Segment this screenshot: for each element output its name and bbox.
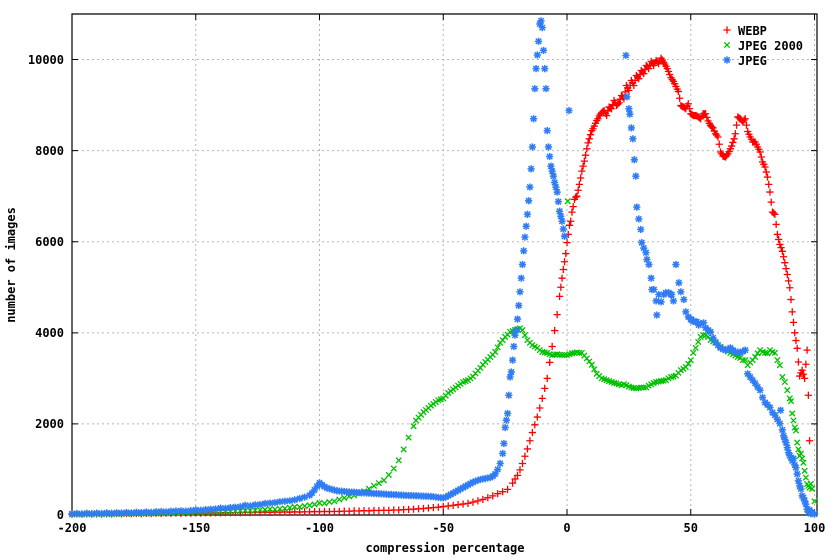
x-tick-label: -100: [305, 521, 334, 535]
legend-entry-jpeg: JPEG: [738, 54, 767, 68]
y-tick-label: 4000: [35, 325, 64, 340]
y-axis-label: number of images: [4, 207, 18, 323]
y-tick-label: 2000: [35, 416, 64, 431]
x-tick-label: 50: [683, 521, 698, 535]
legend-marker-webp: [723, 26, 731, 34]
x-tick-label: 0: [563, 521, 571, 535]
x-axis-label: compression percentage: [365, 541, 525, 555]
axis-ticks: [71, 14, 817, 516]
y-tick-label: 6000: [35, 234, 64, 249]
legend-marker-jpeg-2000: [723, 41, 731, 49]
y-tick-label: 0: [56, 508, 64, 522]
legend-entry-jpeg2000: JPEG 2000: [738, 39, 804, 53]
x-tick-label: 100: [803, 521, 826, 535]
x-tick-label: -200: [57, 521, 87, 535]
legend-entry-webp: WEBP: [738, 24, 767, 38]
x-tick-label: -150: [181, 521, 211, 535]
y-tick-label: 10000: [27, 52, 64, 67]
series-webp: [68, 54, 814, 518]
plot-border: [71, 13, 818, 516]
x-tick-label: -50: [432, 521, 455, 535]
gridlines: [72, 14, 817, 515]
series-jpeg: [68, 17, 819, 518]
y-tick-label: 8000: [35, 143, 64, 158]
legend-marker-jpeg: [723, 56, 731, 64]
